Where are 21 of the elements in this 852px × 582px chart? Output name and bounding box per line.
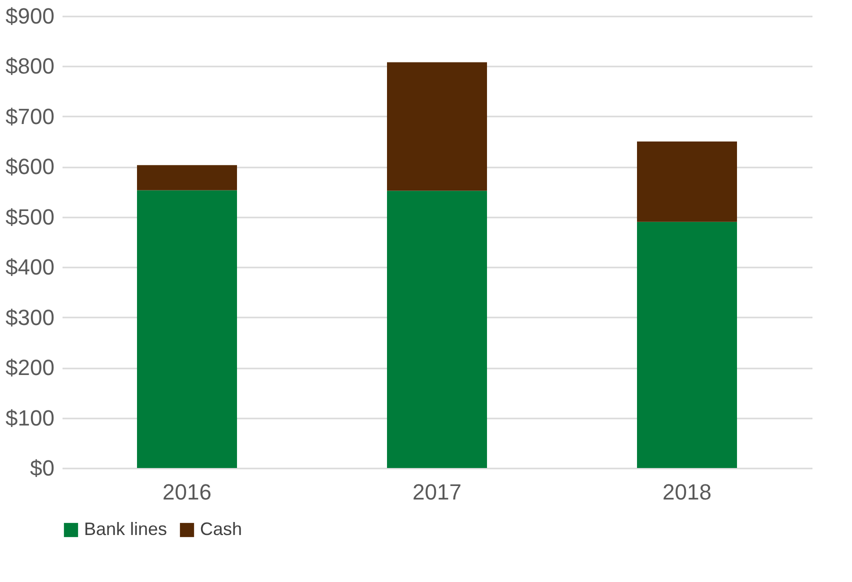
y-tick-label: $800 — [6, 54, 54, 79]
bar — [137, 165, 237, 190]
y-tick-label: $100 — [6, 405, 54, 430]
legend-label: Cash — [200, 519, 242, 539]
x-tick-label: 2018 — [662, 480, 712, 504]
y-tick-label: $0 — [30, 456, 54, 480]
y-tick-label: $200 — [6, 355, 54, 380]
y-tick-label: $300 — [6, 304, 54, 330]
y-tick-label: $500 — [6, 204, 54, 230]
x-tick-label: 2017 — [412, 480, 462, 504]
bar — [637, 222, 737, 468]
y-tick-label: $700 — [6, 104, 54, 129]
y-tick-label: $900 — [6, 4, 54, 28]
y-tick-label: $600 — [6, 154, 54, 180]
bar — [137, 190, 237, 468]
y-tick-label: $400 — [6, 254, 54, 280]
bar — [637, 142, 737, 222]
x-tick-label: 2016 — [162, 480, 212, 504]
bar — [387, 190, 487, 468]
bar — [387, 62, 487, 191]
legend-label: Bank lines — [84, 519, 168, 539]
